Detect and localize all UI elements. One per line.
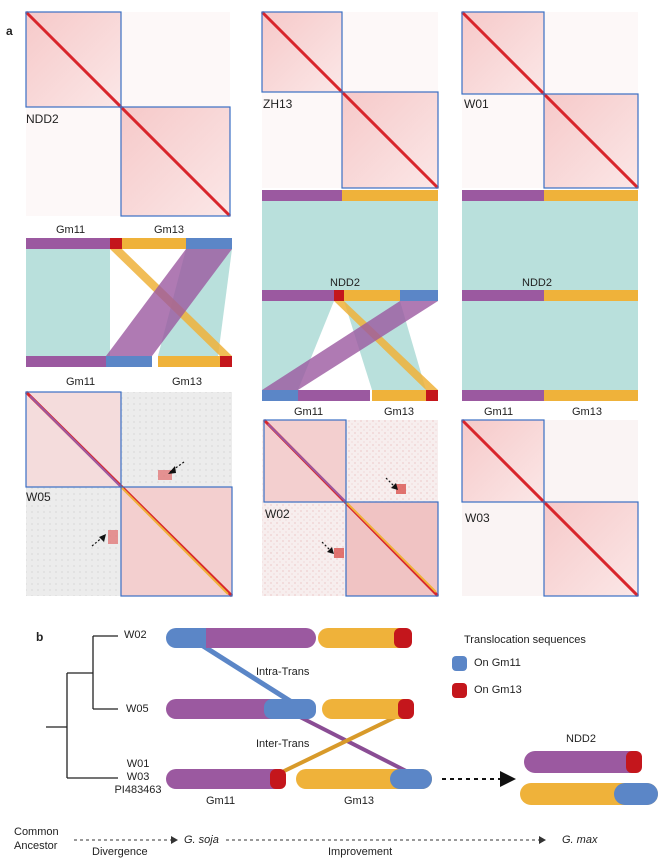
synteny-left	[26, 238, 232, 367]
chromosomes-ancestral	[166, 769, 432, 789]
timeline-ancestor: Ancestor	[14, 840, 58, 852]
ancestral-gm11-label: Gm11	[206, 795, 236, 807]
legend-swatch-gm11	[452, 656, 467, 671]
heatmap-zh13	[260, 10, 440, 190]
synteny-left-gm13: Gm13	[172, 376, 202, 388]
heatmap-ndd2	[24, 10, 232, 218]
timeline-improvement: Improvement	[328, 846, 393, 858]
heatmap-label-w01: W01	[464, 97, 489, 111]
timeline-arrowhead-2	[539, 836, 546, 844]
tree-label-w05: W05	[126, 703, 149, 715]
tree-label-pi483463: PI483463	[114, 784, 162, 796]
legend-title: Translocation sequences	[464, 634, 586, 646]
heatmap-w01	[460, 10, 640, 190]
timeline-common: Common	[14, 826, 59, 838]
ndd2-diagram-label: NDD2	[566, 733, 596, 745]
tree-label-w03: W03	[126, 771, 150, 783]
timeline-g-max: G. max	[562, 834, 598, 846]
heatmap-w03	[460, 418, 640, 598]
heatmap-label-ndd2: NDD2	[26, 112, 59, 126]
legend-swatch-gm13	[452, 683, 467, 698]
synteny-right	[462, 190, 638, 401]
heatmap-w02	[262, 418, 440, 598]
translocation-links	[198, 641, 413, 776]
synteny-middle-ndd2: NDD2	[330, 277, 360, 289]
synteny-middle-gm13: Gm13	[384, 406, 414, 418]
chromosomes-ndd2	[520, 751, 658, 805]
heatmap-label-zh13: ZH13	[263, 97, 293, 111]
inter-trans-label: Inter-Trans	[256, 738, 310, 750]
heatmap-label-w02: W02	[265, 507, 290, 521]
timeline-divergence: Divergence	[92, 846, 148, 858]
ndd2-arrow	[442, 771, 516, 787]
legend-gm13: On Gm13	[474, 684, 522, 696]
timeline-g-soja: G. soja	[184, 834, 219, 846]
chromosomes-w05	[166, 699, 414, 719]
tree-label-w02: W02	[124, 629, 147, 641]
chromosomes-w02	[166, 628, 412, 648]
panel-label-a: a	[6, 24, 13, 38]
synteny-right-gm13: Gm13	[572, 406, 602, 418]
tree-label-w01: W01	[126, 758, 150, 770]
phylogenetic-tree	[46, 635, 118, 779]
heatmap-label-w05: W05	[26, 490, 51, 504]
heatmap-w05	[24, 390, 234, 598]
legend-gm11: On Gm11	[474, 657, 521, 669]
synteny-middle	[262, 190, 438, 401]
intra-trans-label: Intra-Trans	[256, 666, 310, 678]
timeline-arrowhead-1	[171, 836, 178, 844]
synteny-left-gm11: Gm11	[66, 376, 96, 388]
synteny-right-ndd2: NDD2	[522, 277, 552, 289]
synteny-right-gm11: Gm11	[484, 406, 514, 418]
heatmap-label-w03: W03	[465, 511, 490, 525]
ancestral-gm13-label: Gm13	[344, 795, 374, 807]
ndd2-top-chr-label: Gm11	[56, 224, 86, 236]
panel-label-b: b	[36, 630, 44, 644]
synteny-middle-gm11: Gm11	[294, 406, 324, 418]
ndd2-right-chr-label: Gm13	[154, 224, 184, 236]
